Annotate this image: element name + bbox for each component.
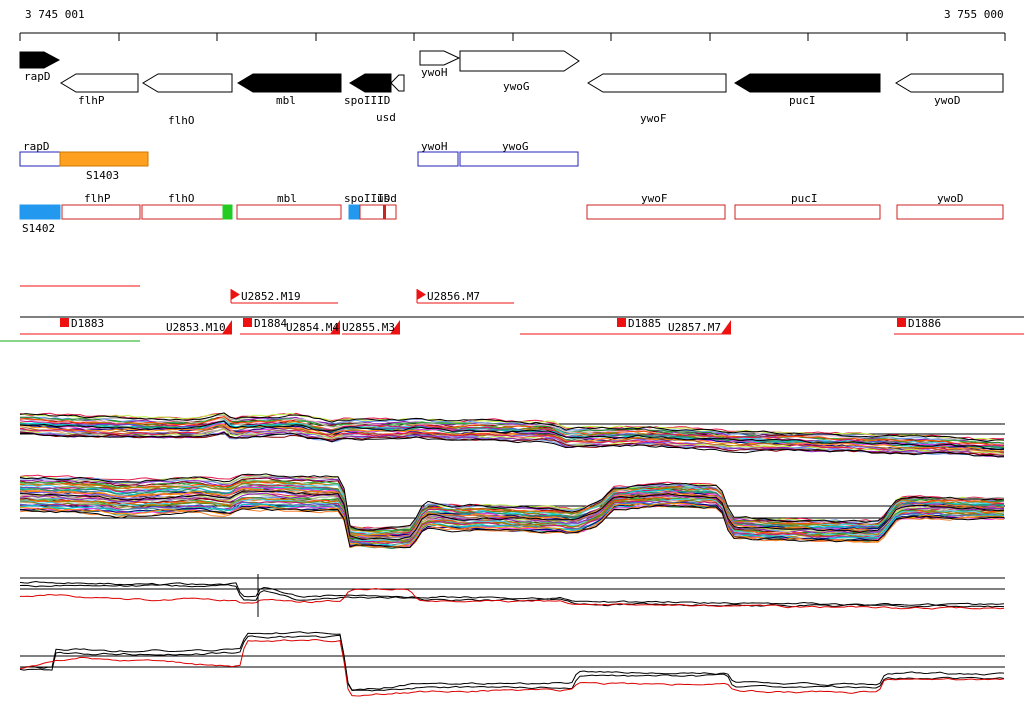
tu-start-flag[interactable]	[231, 289, 240, 300]
feature-box-ywoF[interactable]	[586, 204, 726, 220]
feature-red-tick	[383, 205, 386, 219]
expression-trace	[19, 473, 1005, 531]
gene-label-ywoF: ywoF	[640, 112, 667, 125]
expression-trace	[19, 488, 1005, 537]
gene-label-flhO: flhO	[168, 114, 195, 127]
feature-box-usd[interactable]	[359, 204, 397, 220]
tu-marker-label-D1886[interactable]: D1886	[908, 317, 941, 330]
expression-trace	[19, 492, 1005, 542]
expression-trace	[19, 412, 1005, 442]
feature-label-ywoF: ywoF	[641, 192, 668, 205]
tu-label-U2852.M19[interactable]: U2852.M19	[241, 290, 301, 303]
gene-label-mbl: mbl	[276, 94, 296, 107]
gene-label-ywoH: ywoH	[421, 66, 448, 79]
tu-marker-label-D1883[interactable]: D1883	[71, 317, 104, 330]
feature-box-S1402[interactable]	[19, 204, 61, 220]
feature-box-mbl[interactable]	[236, 204, 342, 220]
expression-trace	[19, 584, 1005, 608]
expression-trace	[20, 416, 1005, 446]
feature-label-usd: usd	[377, 192, 397, 205]
tu-label-U2854.M4[interactable]: U2854.M4	[286, 321, 339, 334]
tu-end-flag[interactable]	[721, 320, 731, 334]
gene-arrow-mbl[interactable]	[237, 73, 342, 93]
expression-trace	[19, 634, 1005, 692]
gene-arrow-ywoH[interactable]	[419, 50, 461, 66]
tu-marker-label-D1885[interactable]: D1885	[628, 317, 661, 330]
expression-trace	[19, 505, 1005, 549]
region-end-coordinate: 3 755 000	[944, 8, 1004, 21]
tu-marker-D1886[interactable]	[897, 318, 906, 327]
tu-label-U2855.M3[interactable]: U2855.M3	[342, 321, 395, 334]
expression-trace	[19, 416, 1005, 446]
feature-box-spoIIID[interactable]	[348, 204, 360, 220]
expression-trace	[19, 638, 1005, 697]
expression-trace	[19, 431, 1005, 458]
feature-box-rapD[interactable]	[19, 151, 61, 167]
feature-label-spoIIID: spoIIID	[344, 192, 390, 205]
feature-box-ywoG[interactable]	[459, 151, 579, 167]
gene-arrow-pucI[interactable]	[734, 73, 881, 93]
feature-green-segment	[222, 204, 233, 220]
expression-trace	[19, 482, 1005, 535]
tu-end-flag[interactable]	[330, 320, 340, 334]
feature-box-ywoH[interactable]	[417, 151, 459, 167]
feature-label-S1402: S1402	[22, 222, 55, 235]
gene-arrow-spoIIID[interactable]	[349, 73, 392, 93]
expression-trace	[20, 631, 1005, 691]
feature-box-flhO[interactable]	[141, 204, 233, 220]
expression-trace	[19, 420, 1005, 451]
feature-label-ywoD: ywoD	[937, 192, 964, 205]
tu-label-U2857.M7[interactable]: U2857.M7	[668, 321, 721, 334]
gene-arrow-flhO[interactable]	[142, 73, 233, 93]
feature-label-rapD: rapD	[23, 140, 50, 153]
tu-label-U2853.M10[interactable]: U2853.M10	[166, 321, 226, 334]
expression-trace	[19, 502, 1005, 548]
feature-box-ywoD[interactable]	[896, 204, 1004, 220]
gene-label-ywoG: ywoG	[503, 80, 530, 93]
tu-start-flag[interactable]	[417, 289, 426, 300]
gene-arrow-rapD[interactable]	[19, 51, 61, 69]
gene-label-usd: usd	[376, 111, 396, 124]
gene-arrow-ywoG[interactable]	[459, 50, 580, 72]
gene-arrow-ywoF[interactable]	[587, 73, 727, 93]
gene-label-flhP: flhP	[78, 94, 105, 107]
gene-label-pucI: pucI	[789, 94, 816, 107]
gene-arrow-ywoD[interactable]	[895, 73, 1004, 93]
feature-label-pucI: pucI	[791, 192, 818, 205]
gene-label-ywoD: ywoD	[934, 94, 961, 107]
feature-label-mbl: mbl	[277, 192, 297, 205]
tu-label-U2856.M7[interactable]: U2856.M7	[427, 290, 480, 303]
feature-label-flhP: flhP	[84, 192, 111, 205]
expression-trace	[19, 490, 1005, 541]
expression-trace	[19, 486, 1005, 537]
tu-marker-D1884[interactable]	[243, 318, 252, 327]
feature-label-ywoH: ywoH	[421, 140, 448, 153]
expression-trace	[19, 423, 1005, 452]
tu-marker-D1885[interactable]	[617, 318, 626, 327]
feature-label-flhO: flhO	[168, 192, 195, 205]
region-start-coordinate: 3 745 001	[25, 8, 85, 21]
tu-marker-label-D1884[interactable]: D1884	[254, 317, 287, 330]
gene-arrow-usd[interactable]	[390, 74, 405, 92]
feature-box-S1403[interactable]	[59, 151, 149, 167]
tu-marker-D1883[interactable]	[60, 318, 69, 327]
feature-label-ywoG: ywoG	[502, 140, 529, 153]
gene-arrow-flhP[interactable]	[60, 73, 139, 93]
feature-box-flhP[interactable]	[61, 204, 141, 220]
feature-box-pucI[interactable]	[734, 204, 881, 220]
feature-label-S1403: S1403	[86, 169, 119, 182]
expression-trace	[19, 427, 1005, 455]
expression-trace	[20, 587, 1005, 610]
tu-end-flag[interactable]	[390, 320, 400, 334]
gene-label-rapD: rapD	[24, 70, 51, 83]
gene-label-spoIIID: spoIIID	[344, 94, 390, 107]
tu-end-flag[interactable]	[222, 320, 232, 334]
